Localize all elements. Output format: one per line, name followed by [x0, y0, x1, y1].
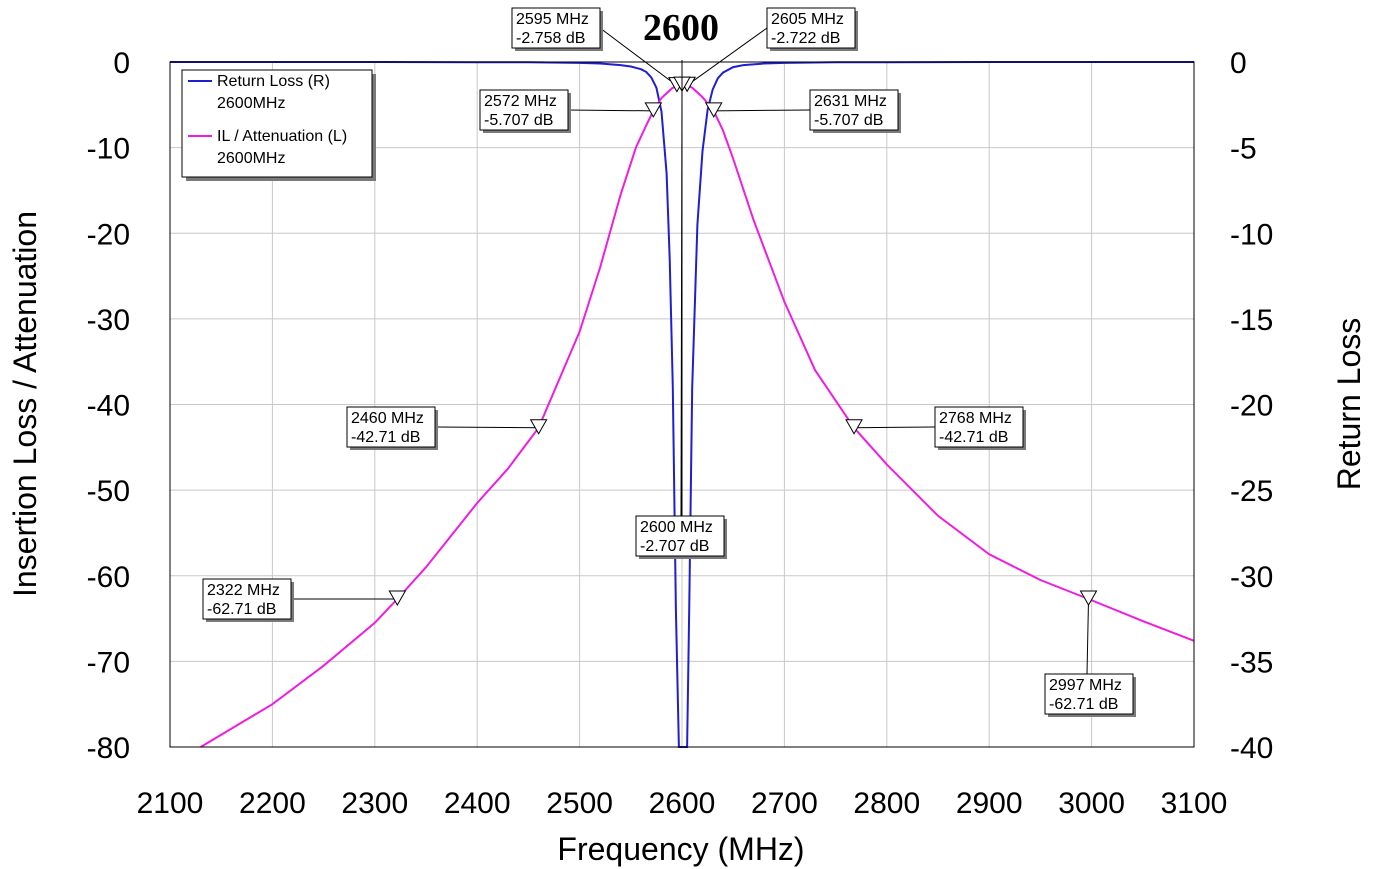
y-left-tick-label: -20 [87, 218, 130, 251]
marker-value: -5.707 dB [484, 112, 553, 129]
x-tick-label: 2300 [341, 787, 408, 820]
marker-box [346, 406, 436, 448]
y-right-tick-label: -10 [1230, 218, 1273, 251]
marker-frequency: 2768 MHz [939, 410, 1012, 427]
marker-value: -5.707 dB [814, 112, 883, 129]
marker-frequency: 2605 MHz [771, 11, 844, 28]
marker-value: -62.71 dB [1049, 696, 1118, 713]
marker-box [479, 89, 569, 131]
marker-box [635, 515, 725, 557]
marker-leader-line [854, 426, 936, 429]
marker-frequency: 2322 MHz [207, 582, 280, 599]
tick-labels: 2100 2200 2300 2400 2500 2600 2700 2800 2900 3000… [87, 47, 1274, 820]
y-left-tick-label: -10 [87, 133, 130, 166]
y-left-tick-label: -30 [87, 304, 130, 337]
y-left-tick-label: -80 [87, 732, 130, 765]
legend-series-subname: 2600MHz [217, 95, 285, 112]
marker-frequency: 2631 MHz [814, 93, 887, 110]
x-tick-label: 2800 [853, 787, 920, 820]
marker-frequency: 2600 MHz [640, 519, 713, 536]
marker-triangle [1079, 590, 1098, 606]
legend-series-name: IL / Attenuation (L) [217, 128, 347, 145]
marker-frequency: 2997 MHz [1049, 677, 1122, 694]
legend: Return Loss (R) 2600MHz IL / Attenuation (… [181, 69, 376, 181]
marker-triangle [529, 419, 548, 435]
x-tick-label: 3000 [1058, 787, 1125, 820]
marker-leader-line [599, 27, 678, 87]
y-right-tick-label: -15 [1230, 304, 1273, 337]
y-left-tick-label: -50 [87, 475, 130, 508]
y-left-tick-label: -60 [87, 561, 130, 594]
y-left-tick-label: 0 [113, 47, 130, 80]
marker-leader-line [434, 426, 539, 429]
y-left-tick-label: -40 [87, 390, 130, 423]
y-axis-left-label: Insertion Loss / Attenuation [7, 211, 43, 597]
marker-frequency: 2460 MHz [351, 410, 424, 427]
markers: 2595 MHz -2.758 dB 2605 MHz -2.722 dB 2572 M… [202, 7, 1136, 717]
y-right-tick-label: -40 [1230, 732, 1273, 765]
marker-triangle [388, 590, 407, 606]
marker-box [511, 7, 601, 49]
x-tick-label: 2700 [751, 787, 818, 820]
y-axis-right-label: Return Loss [1331, 318, 1367, 491]
x-tick-label: 2100 [137, 787, 204, 820]
marker-triangle [845, 419, 863, 435]
y-right-tick-label: -30 [1230, 561, 1273, 594]
marker-leader-line [686, 27, 768, 86]
marker-box [766, 7, 856, 49]
marker-box [934, 406, 1024, 448]
marker-value: -42.71 dB [939, 429, 1008, 446]
x-axis-label: Frequency (MHz) [557, 831, 804, 867]
x-tick-label: 2900 [956, 787, 1023, 820]
marker-value: -2.758 dB [516, 30, 585, 47]
chart-title: 2600 [643, 7, 719, 49]
x-tick-label: 2500 [546, 787, 613, 820]
x-tick-label: 2600 [649, 787, 716, 820]
marker-value: -2.722 dB [771, 30, 840, 47]
marker-value: -42.71 dB [351, 429, 420, 446]
marker-box [202, 578, 292, 620]
legend-box [181, 69, 373, 178]
y-right-tick-label: 0 [1230, 47, 1247, 80]
marker-frequency: 2572 MHz [484, 93, 557, 110]
marker-box [1044, 673, 1134, 715]
x-tick-label: 3100 [1161, 787, 1228, 820]
marker-leader-line [713, 109, 811, 112]
y-right-tick-label: -20 [1230, 390, 1273, 423]
y-left-tick-label: -70 [87, 646, 130, 679]
x-tick-label: 2400 [444, 787, 511, 820]
x-tick-label: 2200 [239, 787, 306, 820]
y-right-tick-label: -25 [1230, 475, 1273, 508]
marker-box [809, 89, 899, 131]
marker-leader-line [567, 109, 654, 112]
marker-triangle [704, 102, 723, 118]
marker-triangle [644, 102, 663, 118]
marker-value: -62.71 dB [207, 601, 276, 618]
legend-series-name: Return Loss (R) [217, 73, 330, 90]
legend-series-subname: 2600MHz [217, 150, 285, 167]
marker-leader-line [1086, 598, 1090, 675]
marker-frequency: 2595 MHz [516, 11, 589, 28]
y-right-tick-label: -5 [1230, 133, 1257, 166]
marker-value: -2.707 dB [640, 538, 709, 555]
y-right-tick-label: -35 [1230, 646, 1273, 679]
